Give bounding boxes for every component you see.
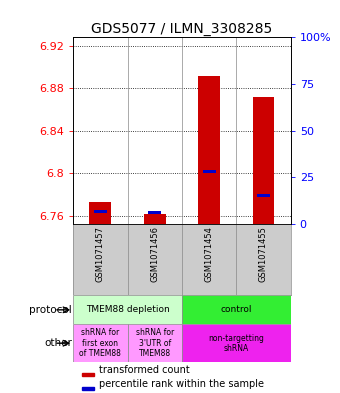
Bar	[82, 387, 94, 389]
Text: TMEM88 depletion: TMEM88 depletion	[86, 305, 169, 314]
Bar	[73, 324, 128, 362]
Bar	[128, 324, 182, 362]
Text: GSM1071454: GSM1071454	[205, 226, 214, 282]
Bar	[198, 75, 220, 224]
Text: control: control	[221, 305, 252, 314]
Text: protocol: protocol	[29, 305, 72, 315]
Bar	[203, 169, 216, 173]
Text: GSM1071455: GSM1071455	[259, 226, 268, 282]
Text: transformed count: transformed count	[99, 365, 190, 375]
Bar	[148, 211, 161, 214]
Bar	[89, 202, 111, 224]
Bar	[82, 373, 94, 376]
Bar	[94, 210, 107, 213]
Bar	[257, 194, 270, 197]
Text: non-targetting
shRNA: non-targetting shRNA	[208, 334, 264, 353]
Text: GSM1071457: GSM1071457	[96, 226, 105, 282]
Bar	[182, 296, 291, 324]
Text: shRNA for
3'UTR of
TMEM88: shRNA for 3'UTR of TMEM88	[136, 328, 174, 358]
Bar	[144, 213, 166, 224]
Text: GSM1071456: GSM1071456	[150, 226, 159, 282]
Bar	[182, 324, 291, 362]
Text: percentile rank within the sample: percentile rank within the sample	[99, 379, 264, 389]
Text: shRNA for
first exon
of TMEM88: shRNA for first exon of TMEM88	[79, 328, 121, 358]
Title: GDS5077 / ILMN_3308285: GDS5077 / ILMN_3308285	[91, 22, 273, 36]
Bar	[73, 296, 182, 324]
Text: other: other	[44, 338, 72, 348]
Bar	[253, 97, 274, 224]
